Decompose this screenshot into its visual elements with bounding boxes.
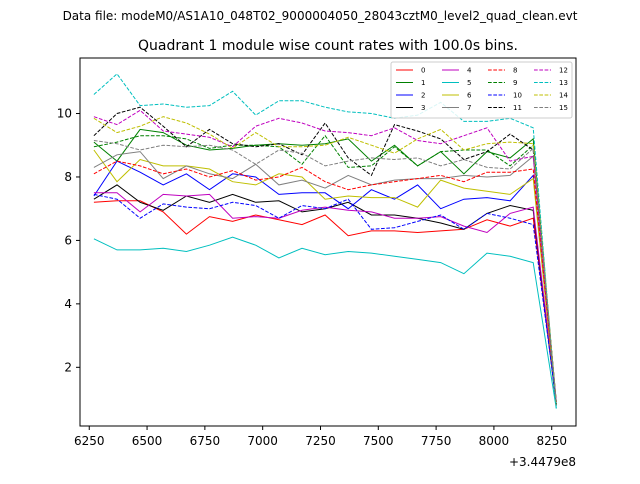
legend-label-2: 2: [421, 92, 425, 100]
series-line-5: [93, 236, 557, 409]
series-line-6: [93, 149, 557, 406]
x-tick-label-8000: 8000: [479, 434, 510, 448]
legend-label-0: 0: [421, 67, 425, 75]
series-line-3: [93, 184, 557, 406]
chart-title: Quadrant 1 module wise count rates with …: [138, 38, 518, 54]
legend-label-15: 15: [559, 104, 568, 112]
legend-label-4: 4: [467, 67, 472, 75]
x-tick-label-6750: 6750: [190, 434, 221, 448]
x-tick-label-8250: 8250: [536, 434, 567, 448]
series-line-12: [93, 109, 557, 403]
x-tick-label-7250: 7250: [305, 434, 336, 448]
series-line-15: [93, 140, 557, 403]
legend-box: [390, 61, 573, 119]
legend-label-3: 3: [421, 104, 425, 112]
x-tick-label-7000: 7000: [247, 434, 278, 448]
legend-label-8: 8: [513, 67, 517, 75]
legend-label-6: 6: [467, 92, 472, 100]
x-tick-label-6250: 6250: [74, 434, 105, 448]
x-offset-label: +3.4479e8: [509, 455, 576, 469]
legend-label-9: 9: [513, 79, 517, 87]
series-line-1: [93, 128, 557, 406]
chart-suptitle: Data file: modeM0/AS1A10_048T02_90000040…: [63, 9, 578, 23]
axes-frame: [79, 57, 577, 427]
legend-label-12: 12: [559, 67, 568, 75]
legend-label-14: 14: [559, 92, 568, 100]
series-line-0: [93, 200, 557, 403]
y-tick-label-2: 2: [64, 360, 72, 374]
legend-label-13: 13: [559, 79, 568, 87]
x-tick-label-7500: 7500: [363, 434, 394, 448]
legend-label-11: 11: [513, 104, 522, 112]
x-tick-label-7750: 7750: [421, 434, 452, 448]
y-tick-label-4: 4: [64, 297, 72, 311]
series-line-13: [93, 73, 557, 409]
series-line-14: [93, 116, 557, 403]
y-tick-label-10: 10: [57, 107, 72, 121]
x-tick-label-6500: 6500: [132, 434, 163, 448]
plot-series-group: [93, 73, 557, 409]
series-line-9: [93, 134, 557, 404]
y-tick-label-6: 6: [64, 233, 72, 247]
legend-label-1: 1: [421, 79, 425, 87]
axes-group: 6250 6500 6750 7000 7250 7500 7750 8000 82502468…: [57, 57, 577, 448]
series-line-7: [93, 151, 557, 406]
legend-label-7: 7: [467, 104, 471, 112]
series-line-2: [93, 160, 557, 406]
legend-label-5: 5: [467, 79, 471, 87]
legend-label-10: 10: [513, 92, 522, 100]
series-line-10: [93, 193, 557, 403]
series-line-4: [93, 192, 557, 403]
y-tick-label-8: 8: [64, 170, 72, 184]
series-line-8: [93, 160, 557, 403]
series-line-11: [93, 106, 557, 403]
